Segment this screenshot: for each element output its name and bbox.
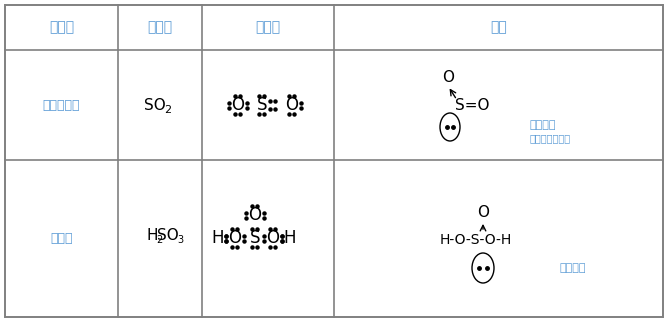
Text: S: S [250,229,261,247]
Text: SO: SO [144,98,166,112]
Text: H-O-S-O-H: H-O-S-O-H [440,233,512,247]
Text: H: H [146,228,158,242]
Text: O: O [228,229,242,247]
Text: H: H [284,229,296,247]
Text: 2: 2 [164,105,172,115]
Text: 亜硫酸: 亜硫酸 [50,232,73,244]
Text: O: O [248,206,261,224]
Text: 分子式: 分子式 [148,20,172,34]
Text: 折れ線型: 折れ線型 [530,120,556,130]
Text: O: O [442,70,454,84]
Text: 3: 3 [177,235,183,245]
Text: SO: SO [157,228,179,242]
Text: 2: 2 [156,235,162,245]
Text: 電子式: 電子式 [255,20,281,34]
FancyArrowPatch shape [480,225,486,231]
Text: S=O: S=O [455,98,490,112]
Text: H: H [212,229,224,247]
Text: O: O [232,96,244,114]
Text: S: S [257,96,267,114]
Text: 物質名: 物質名 [49,20,74,34]
Text: O: O [267,229,279,247]
FancyArrowPatch shape [450,90,456,98]
Text: O: O [285,96,299,114]
Text: O: O [477,204,489,220]
Text: （極限構造式）: （極限構造式） [530,133,571,143]
Text: 二酸化硫黄: 二酸化硫黄 [43,99,80,111]
Text: 構造: 構造 [490,20,507,34]
Text: 四面体型: 四面体型 [560,263,587,273]
